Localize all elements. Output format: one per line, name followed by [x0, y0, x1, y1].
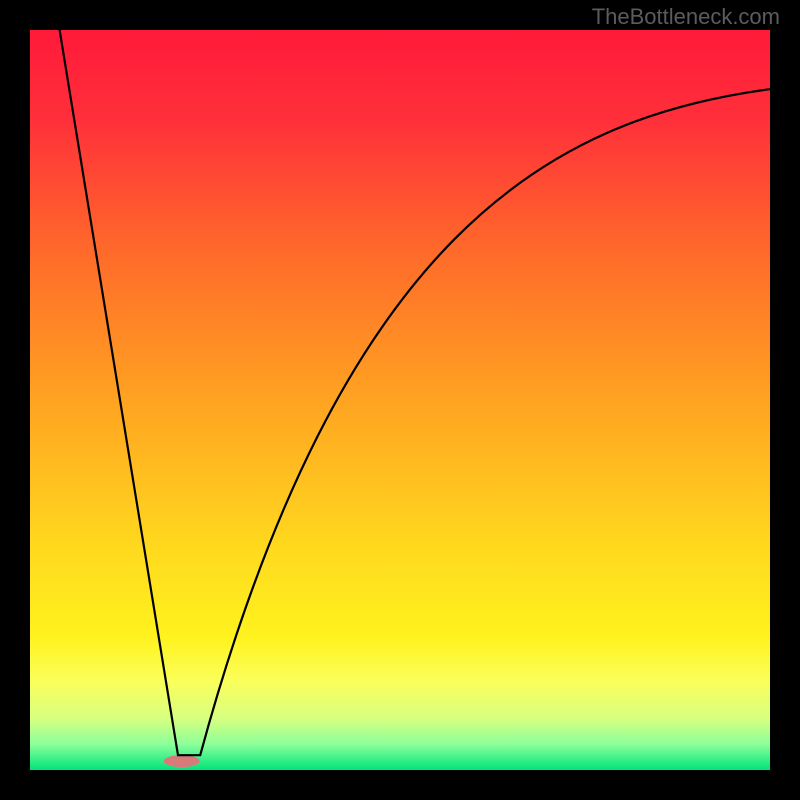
- chart-svg: [30, 30, 770, 770]
- gradient-background: [30, 30, 770, 770]
- chart-frame: TheBottleneck.com: [0, 0, 800, 800]
- dip-marker: [164, 755, 200, 767]
- watermark-text: TheBottleneck.com: [592, 4, 780, 30]
- plot-area: [30, 30, 770, 770]
